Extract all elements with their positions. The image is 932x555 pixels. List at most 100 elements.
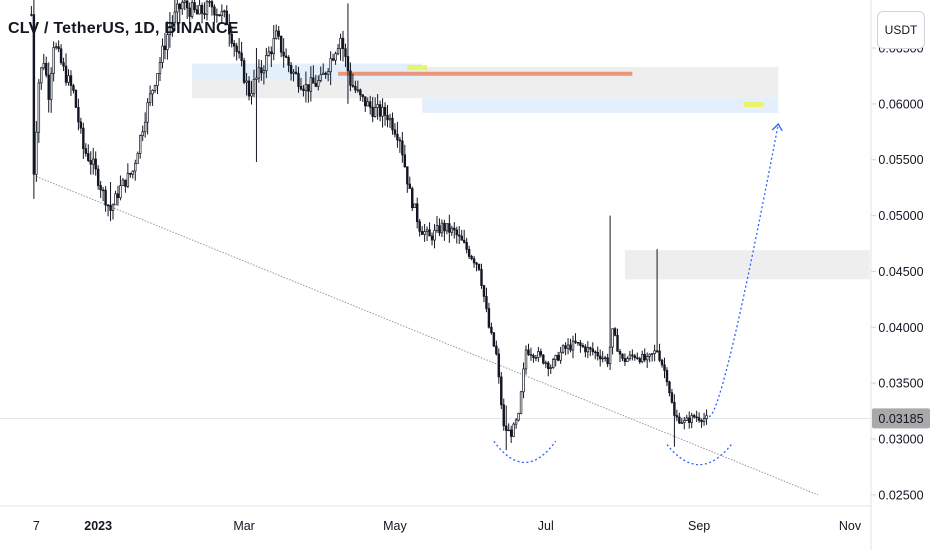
time-tick-label: May bbox=[383, 519, 407, 533]
candle-body bbox=[275, 30, 278, 39]
candle-body bbox=[49, 73, 53, 100]
candle-body bbox=[54, 46, 58, 48]
candle-body bbox=[522, 368, 525, 393]
time-axis[interactable]: 7 2023 Mar May Jul Sep Nov bbox=[33, 519, 862, 533]
candle-body bbox=[260, 67, 263, 74]
candle-body bbox=[415, 203, 419, 223]
candle-body bbox=[472, 258, 476, 264]
candle-body bbox=[183, 0, 186, 3]
candle-body bbox=[611, 328, 614, 348]
candle-body bbox=[544, 362, 548, 364]
current-price-tag bbox=[872, 408, 930, 429]
candle-body bbox=[648, 353, 651, 357]
candle-body bbox=[341, 37, 345, 50]
candle-body bbox=[126, 172, 130, 187]
currency-button[interactable]: USDT bbox=[877, 11, 925, 49]
candle-body bbox=[411, 188, 414, 209]
candle-body bbox=[346, 56, 350, 72]
candle-body bbox=[319, 74, 322, 81]
candle-body bbox=[322, 72, 325, 76]
candle-body bbox=[391, 117, 394, 131]
candle-body bbox=[139, 135, 142, 154]
candle-body bbox=[203, 13, 206, 15]
price-axis[interactable]: 0.065000.060000.055000.050000.045000.040… bbox=[871, 42, 924, 503]
candle-body bbox=[668, 381, 671, 394]
candle-body bbox=[116, 193, 120, 199]
candle-body bbox=[539, 351, 543, 356]
candle-body bbox=[329, 58, 332, 73]
candle-body bbox=[695, 416, 698, 419]
candle-body bbox=[678, 416, 681, 424]
candle-body bbox=[235, 45, 238, 52]
candle-body bbox=[299, 86, 303, 90]
candle-body bbox=[398, 139, 402, 142]
candle-body bbox=[166, 34, 169, 51]
time-tick-label: Mar bbox=[233, 519, 255, 533]
candle-body bbox=[178, 3, 182, 10]
candle-body bbox=[683, 420, 686, 424]
candle-body bbox=[613, 328, 617, 336]
candle-body bbox=[586, 347, 590, 353]
zone-label-marker bbox=[407, 65, 428, 71]
candle-body bbox=[52, 47, 55, 74]
candle-body bbox=[195, 9, 199, 15]
candle-body bbox=[277, 30, 280, 37]
candle-body bbox=[312, 77, 315, 84]
projection-arrow-head bbox=[771, 122, 783, 132]
candle-body bbox=[161, 45, 164, 63]
candle-body bbox=[670, 392, 674, 403]
candle-body bbox=[62, 62, 65, 67]
candle-body bbox=[500, 376, 503, 406]
candle-body bbox=[601, 357, 604, 360]
arcs-layer bbox=[493, 440, 732, 466]
candle-body bbox=[292, 71, 295, 74]
candle-body bbox=[64, 65, 68, 83]
candle-body bbox=[69, 75, 73, 86]
candle-body bbox=[309, 77, 313, 92]
candle-body bbox=[690, 415, 693, 423]
time-tick-label: Sep bbox=[688, 519, 710, 533]
candle-body bbox=[218, 14, 221, 17]
candle-body bbox=[705, 415, 708, 419]
candle-body bbox=[331, 58, 335, 61]
candle-body bbox=[361, 94, 365, 98]
candle-body bbox=[279, 35, 283, 53]
candle-body bbox=[326, 71, 330, 75]
support-trendline[interactable] bbox=[36, 176, 819, 496]
candle-body bbox=[121, 179, 125, 186]
bottom-arc bbox=[493, 440, 557, 464]
candle-body bbox=[72, 85, 75, 91]
candle-body bbox=[386, 115, 389, 121]
candle-body bbox=[628, 354, 632, 360]
price-tick-label: 0.06000 bbox=[878, 97, 923, 111]
price-tick-label: 0.03000 bbox=[878, 432, 923, 446]
candle-body bbox=[641, 353, 644, 363]
candle-body bbox=[37, 82, 41, 133]
candle-body bbox=[171, 22, 174, 27]
candle-body bbox=[225, 10, 228, 26]
candle-body bbox=[198, 4, 201, 15]
candle-body bbox=[688, 417, 691, 423]
candle-body bbox=[665, 370, 669, 383]
candle-body bbox=[284, 55, 288, 58]
time-tick-label: Jul bbox=[538, 519, 554, 533]
candle-body bbox=[505, 425, 508, 431]
candle-body bbox=[373, 107, 377, 117]
candle-body bbox=[124, 179, 127, 187]
candle-body bbox=[408, 183, 411, 189]
candle-body bbox=[220, 10, 224, 17]
zone-rect bbox=[624, 250, 870, 280]
candle-body bbox=[188, 7, 191, 17]
candle-body bbox=[176, 3, 179, 13]
candle-body bbox=[453, 227, 456, 231]
candle-body bbox=[104, 189, 107, 206]
candle-body bbox=[59, 48, 63, 64]
projection-arrow[interactable] bbox=[708, 123, 779, 418]
candle-body bbox=[210, 1, 214, 8]
candle-body bbox=[594, 351, 597, 353]
zones-layer bbox=[192, 63, 870, 280]
candle-body bbox=[82, 127, 85, 149]
candle-body bbox=[455, 229, 458, 236]
